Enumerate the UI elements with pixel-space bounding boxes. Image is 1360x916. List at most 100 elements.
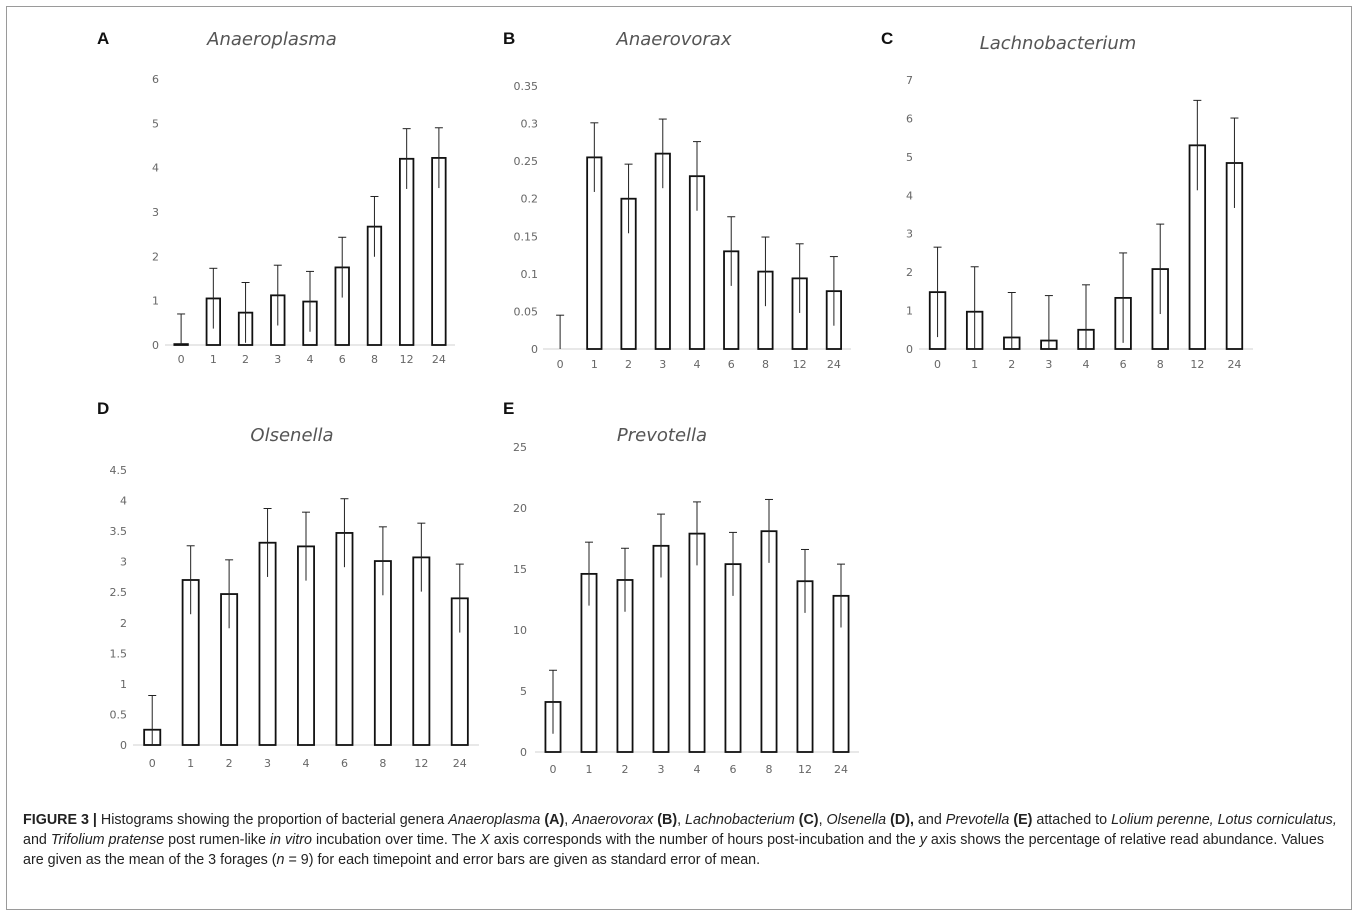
x-tick-label: 8 <box>379 757 386 770</box>
caption-text: Histograms showing the proportion of bac… <box>96 812 449 828</box>
x-tick-label: 0 <box>934 358 941 371</box>
chart-title-e: Prevotella <box>616 425 708 446</box>
y-tick-label: 0.15 <box>514 230 539 243</box>
y-tick-label: 25 <box>513 441 527 454</box>
y-tick-label: 0.35 <box>514 80 539 93</box>
chart-olsenella: 00.511.522.533.544.50 1 2 3 4 6 8 12 24 <box>110 464 479 770</box>
y-tick-label: 4 <box>152 162 159 175</box>
y-tick-label: 0 <box>520 746 527 759</box>
x-tick-label: 12 <box>798 763 812 776</box>
x-tick-label: 6 <box>728 358 735 371</box>
chart-anaerovorax: 00.050.10.150.20.250.30.350 1 2 3 4 6 8 12 24 <box>514 80 851 371</box>
y-tick-label: 3.5 <box>110 525 128 538</box>
x-tick-label: 2 <box>226 757 233 770</box>
caption-text: = 9) for each timepoint and error bars a… <box>284 852 761 868</box>
y-tick-label: 2 <box>906 266 913 279</box>
x-tick-label: 8 <box>1157 358 1164 371</box>
x-tick-label: 4 <box>307 353 314 366</box>
caption-text: post rumen-like <box>164 832 270 848</box>
caption-text: attached to <box>1032 812 1112 828</box>
x-tick-label: 0 <box>557 358 564 371</box>
figure-frame: A Anaeroplasma 0 1 2 3 4 5 6 0 1 2 3 4 6 8 12 24 B Anae… <box>6 6 1352 910</box>
y-tick-label: 1 <box>152 295 159 308</box>
panel-letter-c: C <box>881 29 894 48</box>
caption-text: axis corresponds with the number of hour… <box>489 832 920 848</box>
y-tick-label: 0.3 <box>521 118 539 131</box>
x-tick-label: 12 <box>400 353 414 366</box>
x-tick-label: 24 <box>834 763 848 776</box>
caption-text: and <box>23 832 51 848</box>
x-tick-label: 12 <box>1190 358 1204 371</box>
y-tick-label: 4 <box>120 495 127 508</box>
bar <box>760 530 778 753</box>
y-tick-label: 7 <box>906 74 913 87</box>
caption-text: and <box>913 812 946 828</box>
x-tick-label: 8 <box>371 353 378 366</box>
x-tick-label: 3 <box>264 757 271 770</box>
x-tick-label: 1 <box>591 358 598 371</box>
y-tick-label: 3 <box>152 206 159 219</box>
y-tick-label: 5 <box>152 117 159 130</box>
x-tick-label: 6 <box>341 757 348 770</box>
x-tick-label: 24 <box>432 353 446 366</box>
y-tick-label: 5 <box>906 151 913 164</box>
y-tick-label: 1 <box>120 678 127 691</box>
caption-text: , <box>818 812 827 828</box>
x-tick-label: 3 <box>659 358 666 371</box>
x-tick-label: 1 <box>971 358 978 371</box>
x-tick-label: 24 <box>827 358 841 371</box>
y-tick-label: 6 <box>152 73 159 86</box>
x-tick-label: 0 <box>550 763 557 776</box>
chart-title-a: Anaeroplasma <box>207 29 337 50</box>
caption-text: n <box>276 852 285 868</box>
y-tick-label: 1.5 <box>110 647 128 660</box>
x-tick-label: 12 <box>793 358 807 371</box>
caption-text: Anaerovorax <box>572 812 654 828</box>
caption-text: in vitro <box>269 832 312 848</box>
y-tick-label: 2 <box>152 250 159 263</box>
x-tick-label: 1 <box>586 763 593 776</box>
caption-text: (C) <box>798 812 819 828</box>
y-tick-label: 0.25 <box>514 155 539 168</box>
x-tick-label: 24 <box>1227 358 1241 371</box>
panel-letter-e: E <box>503 399 515 418</box>
y-tick-label: 20 <box>513 502 527 515</box>
y-tick-label: 0 <box>152 339 159 352</box>
caption-text: X <box>480 832 490 848</box>
x-tick-label: 3 <box>658 763 665 776</box>
chart-title-c: Lachnobacterium <box>979 33 1137 54</box>
x-tick-label: 6 <box>730 763 737 776</box>
y-tick-label: 4 <box>906 189 913 202</box>
caption-text: (D), <box>890 812 914 828</box>
x-tick-label: 4 <box>694 763 701 776</box>
x-tick-label: 2 <box>625 358 632 371</box>
chart-title-d: Olsenella <box>250 425 334 446</box>
x-tick-label: 3 <box>1045 358 1052 371</box>
x-tick-label: 1 <box>187 757 194 770</box>
y-tick-label: 0.2 <box>521 193 539 206</box>
y-tick-label: 0 <box>906 343 913 356</box>
panel-letter-d: D <box>97 399 110 418</box>
x-tick-label: 0 <box>149 757 156 770</box>
caption-text: (E) <box>1013 812 1033 828</box>
x-tick-label: 24 <box>453 757 467 770</box>
caption-text: Trifolium pratense <box>50 832 165 848</box>
x-tick-label: 1 <box>210 353 217 366</box>
x-tick-label: 4 <box>303 757 310 770</box>
y-tick-label: 6 <box>906 112 913 125</box>
x-tick-label: 2 <box>622 763 629 776</box>
x-tick-label: 3 <box>274 353 281 366</box>
y-tick-label: 15 <box>513 563 527 576</box>
caption-text: Lolium perenne, Lotus corniculatus, <box>1111 812 1337 828</box>
x-tick-label: 6 <box>1120 358 1127 371</box>
caption-text: (B) <box>657 812 678 828</box>
y-tick-label: 0.05 <box>514 305 539 318</box>
y-tick-label: 10 <box>513 624 527 637</box>
caption-label: FIGURE 3 | <box>23 812 97 828</box>
y-tick-label: 5 <box>520 685 527 698</box>
y-tick-label: 2 <box>120 617 127 630</box>
y-tick-label: 3 <box>120 556 127 569</box>
